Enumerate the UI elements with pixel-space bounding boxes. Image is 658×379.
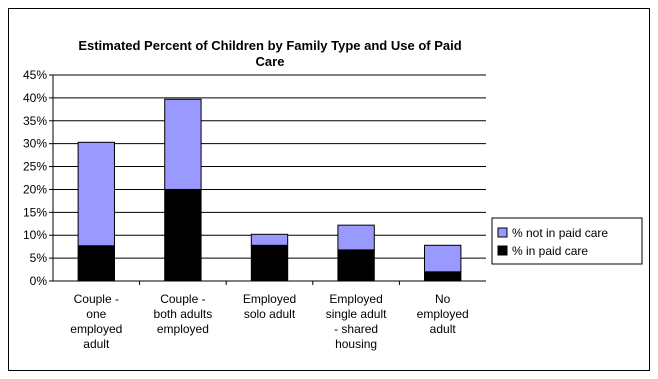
x-category-label: Couple -both adults employed <box>154 292 213 336</box>
x-category-label-line: Couple - <box>74 292 119 306</box>
y-tick-label: 5% <box>30 251 48 265</box>
x-category-label: Employed single adult - shared housing <box>326 292 387 351</box>
y-tick-label: 20% <box>23 182 47 196</box>
x-category-label: No employed adult <box>417 292 469 336</box>
y-tick-label: 35% <box>23 114 47 128</box>
x-category-label-line: housing <box>335 337 377 351</box>
stacked-bar-chart: Estimated Percent of Children by Family … <box>9 9 651 372</box>
bar-in-paid-care <box>251 245 287 281</box>
chart-frame: Estimated Percent of Children by Family … <box>8 8 650 371</box>
x-category-label-line: Couple - <box>160 292 205 306</box>
bar-not-in-paid-care <box>251 234 287 245</box>
y-tick-label: 10% <box>23 228 47 242</box>
y-tick-label: 30% <box>23 137 47 151</box>
legend: % not in paid care % in paid care <box>492 218 642 264</box>
bars <box>78 99 461 281</box>
x-category-label-line: No <box>435 292 451 306</box>
x-category-label-line: employed <box>70 322 122 336</box>
x-category-label-line: employed <box>417 307 469 321</box>
y-tick-label: 40% <box>23 91 47 105</box>
x-category-label: Employed solo adult <box>243 292 296 321</box>
bar-in-paid-care <box>338 250 374 281</box>
x-category-label: Couple -one employed adult <box>70 292 122 351</box>
x-category-label-line: solo adult <box>244 307 296 321</box>
bar-not-in-paid-care <box>165 99 201 189</box>
y-tick-label: 15% <box>23 205 47 219</box>
bar-not-in-paid-care <box>425 245 461 272</box>
legend-label: % in paid care <box>512 244 588 258</box>
x-category-label-line: Employed <box>329 292 382 306</box>
y-axis-tick-labels: 0% 5% 10% 15% 20% 25% 30% 35% 40% 45% <box>23 68 47 288</box>
chart-title: Estimated Percent of Children by Family … <box>78 38 461 69</box>
x-category-label-line: single adult <box>326 307 387 321</box>
bar-not-in-paid-care <box>78 142 114 245</box>
chart-title-line-2: Care <box>256 54 285 69</box>
bar-not-in-paid-care <box>338 225 374 250</box>
bar-in-paid-care <box>165 189 201 281</box>
bar-in-paid-care <box>425 272 461 281</box>
legend-swatch <box>498 246 507 255</box>
legend-swatch <box>498 228 507 237</box>
x-category-label-line: one <box>86 307 106 321</box>
x-category-label-line: adult <box>83 337 110 351</box>
y-tick-label: 45% <box>23 68 47 82</box>
x-category-label-line: both adults <box>154 307 213 321</box>
x-category-label-line: employed <box>157 322 209 336</box>
chart-title-line-1: Estimated Percent of Children by Family … <box>78 38 461 53</box>
y-tick-label: 0% <box>30 274 48 288</box>
y-tick-label: 25% <box>23 160 47 174</box>
legend-label: % not in paid care <box>512 226 608 240</box>
x-category-label-line: Employed <box>243 292 296 306</box>
x-category-label-line: adult <box>430 322 457 336</box>
x-category-label-line: - shared <box>334 322 378 336</box>
bar-in-paid-care <box>78 246 114 281</box>
